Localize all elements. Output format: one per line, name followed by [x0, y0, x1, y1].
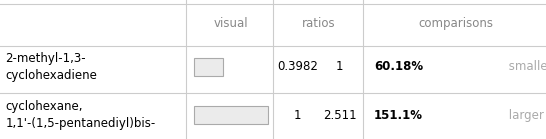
FancyBboxPatch shape	[194, 106, 268, 124]
Text: 1: 1	[336, 60, 343, 73]
Text: visual: visual	[213, 17, 248, 30]
Text: ratios: ratios	[301, 17, 335, 30]
Text: 1: 1	[294, 109, 301, 122]
Text: 2.511: 2.511	[323, 109, 357, 122]
Text: comparisons: comparisons	[418, 17, 494, 30]
Text: 0.3982: 0.3982	[277, 60, 318, 73]
Text: 151.1%: 151.1%	[374, 109, 423, 122]
FancyBboxPatch shape	[194, 58, 223, 76]
Text: cyclohexane,
1,1'-(1,5-pentanediyl)bis-: cyclohexane, 1,1'-(1,5-pentanediyl)bis-	[5, 100, 156, 130]
Text: smaller: smaller	[505, 60, 546, 73]
Text: 60.18%: 60.18%	[374, 60, 423, 73]
Text: larger: larger	[505, 109, 544, 122]
Text: 2-methyl-1,3-
cyclohexadiene: 2-methyl-1,3- cyclohexadiene	[5, 52, 97, 82]
